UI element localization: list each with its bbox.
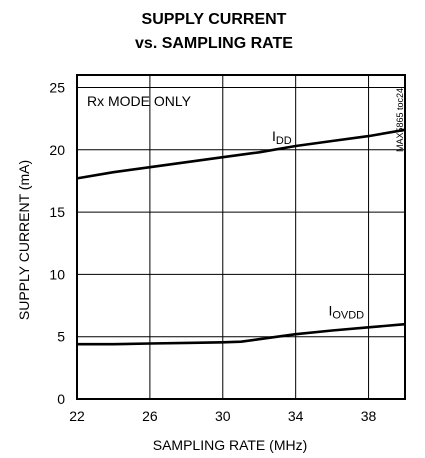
series-line-idd	[76, 128, 406, 180]
series-label-subscript: DD	[276, 135, 292, 147]
plot-frame	[76, 74, 406, 400]
series-label-idd: IDD	[272, 128, 292, 147]
x-axis-label: SAMPLING RATE (MHz)	[153, 437, 308, 453]
y-axis-label: SUPPLY CURRENT (mA)	[16, 160, 32, 320]
x-tick-label: 30	[215, 408, 231, 424]
x-tick-label: 22	[69, 408, 85, 424]
series-label-main: I	[328, 303, 332, 319]
y-tick-label: 10	[49, 266, 65, 282]
series-label-iovdd: IOVDD	[328, 303, 364, 322]
chart-id-label: MAX5865 toc24	[395, 88, 405, 152]
series-label-main: I	[272, 128, 276, 144]
y-axis-ticks: 0 5 10 15 20 25	[49, 79, 65, 407]
y-tick-label: 15	[49, 204, 65, 220]
chart-title-line2: vs. SAMPLING RATE	[135, 35, 293, 52]
chart-title-line1: SUPPLY CURRENT	[142, 11, 287, 28]
x-tick-label: 34	[288, 408, 304, 424]
grid-lines	[76, 75, 406, 400]
rx-mode-annotation: Rx MODE ONLY	[87, 93, 192, 109]
y-tick-label: 5	[57, 329, 65, 345]
y-tick-label: 0	[57, 391, 65, 407]
x-tick-label: 38	[361, 408, 377, 424]
y-tick-label: 25	[49, 79, 65, 95]
y-tick-label: 20	[49, 142, 65, 158]
series-line-iovdd	[77, 322, 406, 346]
x-axis-ticks: 22 26 30 34 38	[69, 408, 376, 424]
x-tick-label: 26	[142, 408, 158, 424]
data-series	[76, 128, 406, 346]
series-label-subscript: OVDD	[332, 310, 364, 322]
